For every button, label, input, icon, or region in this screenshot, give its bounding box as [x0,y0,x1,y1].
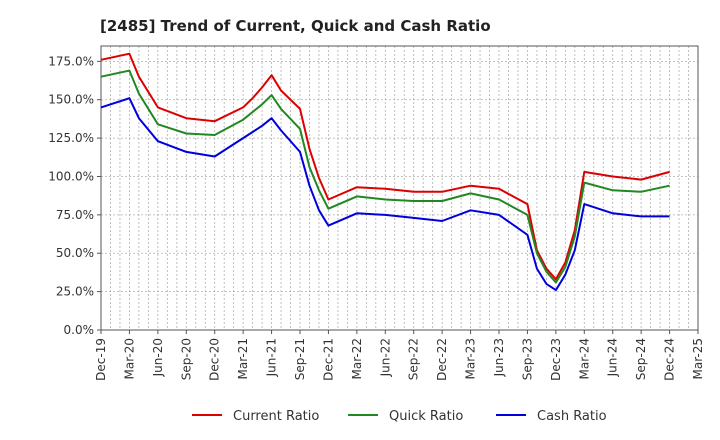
x-tick-label: Dec-21 [321,338,335,381]
x-tick-label: Sep-24 [634,338,648,380]
y-tick-label: 175.0% [48,54,94,68]
x-tick-label: Jun-24 [606,338,620,377]
x-tick-label: Dec-24 [663,338,677,381]
y-axis: 0.0% 25.0% 50.0% 75.0% 100.0% 125.0% 150.0% 175… [48,54,101,337]
series-line-current-ratio [100,52,670,281]
grid-lines [101,46,698,330]
y-tick-label: 50.0% [56,246,94,260]
x-tick-label: Jun-23 [492,338,506,377]
x-tick-label: Sep-20 [179,338,193,380]
x-tick-label: Jun-20 [151,338,165,377]
y-tick-label: 100.0% [48,169,94,183]
x-tick-label: Sep-21 [293,338,307,380]
x-tick-label: Jun-21 [265,338,279,377]
y-tick-label: 150.0% [48,93,94,107]
x-tick-label: Jun-22 [378,338,392,377]
chart-title: [2485] Trend of Current, Quick and Cash … [100,17,491,35]
x-tick-label: Mar-24 [577,338,591,379]
x-tick-label: Mar-25 [691,338,705,379]
series-line-quick-ratio [100,69,670,284]
x-tick-label: Dec-19 [94,338,108,381]
y-tick-label: 25.0% [56,285,94,299]
x-tick-label: Mar-22 [350,338,364,379]
series-line-cash-ratio [100,97,670,292]
x-tick-label: Dec-22 [435,338,449,381]
legend-label-cash-ratio: Cash Ratio [537,409,607,424]
x-axis: Dec-19 Mar-20 Jun-20 Sep-20 Dec-20 Mar-21 Jun-… [94,330,705,381]
x-tick-label: Mar-23 [464,338,478,379]
x-tick-label: Dec-23 [549,338,563,381]
legend-label-current-ratio: Current Ratio [233,409,319,424]
legend-label-quick-ratio: Quick Ratio [389,409,463,424]
x-tick-label: Mar-21 [236,338,250,379]
y-tick-label: 0.0% [64,323,95,337]
legend: Current Ratio Quick Ratio Cash Ratio [192,409,607,424]
x-tick-label: Sep-23 [520,338,534,380]
plot-frame [100,45,699,331]
y-tick-label: 75.0% [56,208,94,222]
x-tick-label: Sep-22 [407,338,421,380]
x-tick-label: Mar-20 [122,338,136,379]
series-layer [100,52,670,292]
x-tick-label: Dec-20 [208,338,222,381]
y-tick-label: 125.0% [48,131,94,145]
